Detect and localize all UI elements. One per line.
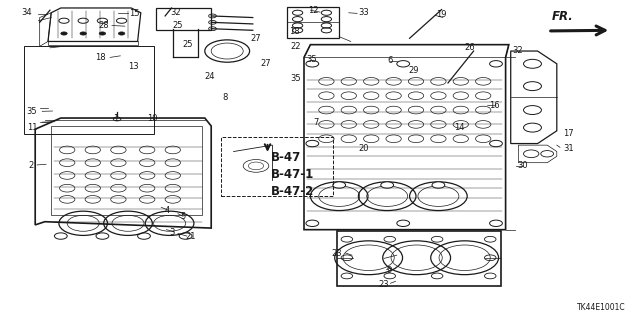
Text: FR.: FR. — [552, 10, 573, 23]
Text: 29: 29 — [408, 66, 419, 75]
Text: 15: 15 — [129, 9, 140, 18]
Circle shape — [61, 32, 67, 35]
Text: 25: 25 — [182, 40, 193, 49]
Circle shape — [118, 32, 125, 35]
Text: 21: 21 — [186, 232, 196, 241]
Text: 24: 24 — [204, 72, 214, 81]
Circle shape — [432, 182, 445, 188]
Text: 18: 18 — [95, 53, 106, 62]
Text: B-47-1: B-47-1 — [271, 168, 314, 181]
Text: 13: 13 — [128, 63, 139, 71]
Text: 10: 10 — [147, 114, 157, 122]
Text: 6: 6 — [388, 56, 393, 65]
Text: 8: 8 — [223, 93, 228, 102]
Text: 3: 3 — [169, 228, 174, 237]
Text: 14: 14 — [454, 123, 465, 132]
Text: 35: 35 — [290, 74, 301, 83]
Text: 32: 32 — [512, 46, 523, 55]
Text: 35: 35 — [306, 55, 317, 63]
Text: 33: 33 — [358, 8, 369, 17]
Circle shape — [381, 182, 394, 188]
Text: 2: 2 — [28, 161, 33, 170]
Text: 9: 9 — [387, 266, 392, 275]
Circle shape — [333, 182, 346, 188]
Text: 27: 27 — [260, 59, 271, 68]
Bar — [221, 137, 333, 196]
Text: 1: 1 — [113, 114, 118, 122]
Text: B-47: B-47 — [271, 152, 301, 164]
Text: 19: 19 — [436, 10, 447, 19]
Text: 7: 7 — [314, 118, 319, 127]
Circle shape — [80, 32, 86, 35]
Text: 26: 26 — [465, 43, 476, 52]
Text: 30: 30 — [517, 161, 528, 170]
Text: 4: 4 — [165, 206, 170, 215]
Text: 18: 18 — [289, 27, 300, 36]
Text: 22: 22 — [291, 42, 301, 51]
Text: 31: 31 — [563, 144, 574, 153]
Text: 5: 5 — [180, 212, 186, 221]
Text: 27: 27 — [251, 34, 261, 43]
Text: 17: 17 — [563, 130, 574, 138]
Circle shape — [99, 32, 106, 35]
Text: 16: 16 — [489, 101, 500, 110]
Text: 20: 20 — [358, 144, 369, 153]
Text: 34: 34 — [21, 8, 32, 17]
Text: 25: 25 — [173, 21, 183, 30]
Text: TK44E1001C: TK44E1001C — [577, 303, 626, 312]
Text: 23: 23 — [378, 280, 389, 289]
Text: 28: 28 — [98, 21, 109, 30]
Text: B-47-2: B-47-2 — [271, 185, 314, 197]
Text: 11: 11 — [27, 123, 37, 132]
Text: 35: 35 — [26, 107, 37, 116]
Text: 12: 12 — [308, 6, 319, 15]
Text: 32: 32 — [171, 8, 181, 17]
Text: 23: 23 — [331, 249, 342, 258]
